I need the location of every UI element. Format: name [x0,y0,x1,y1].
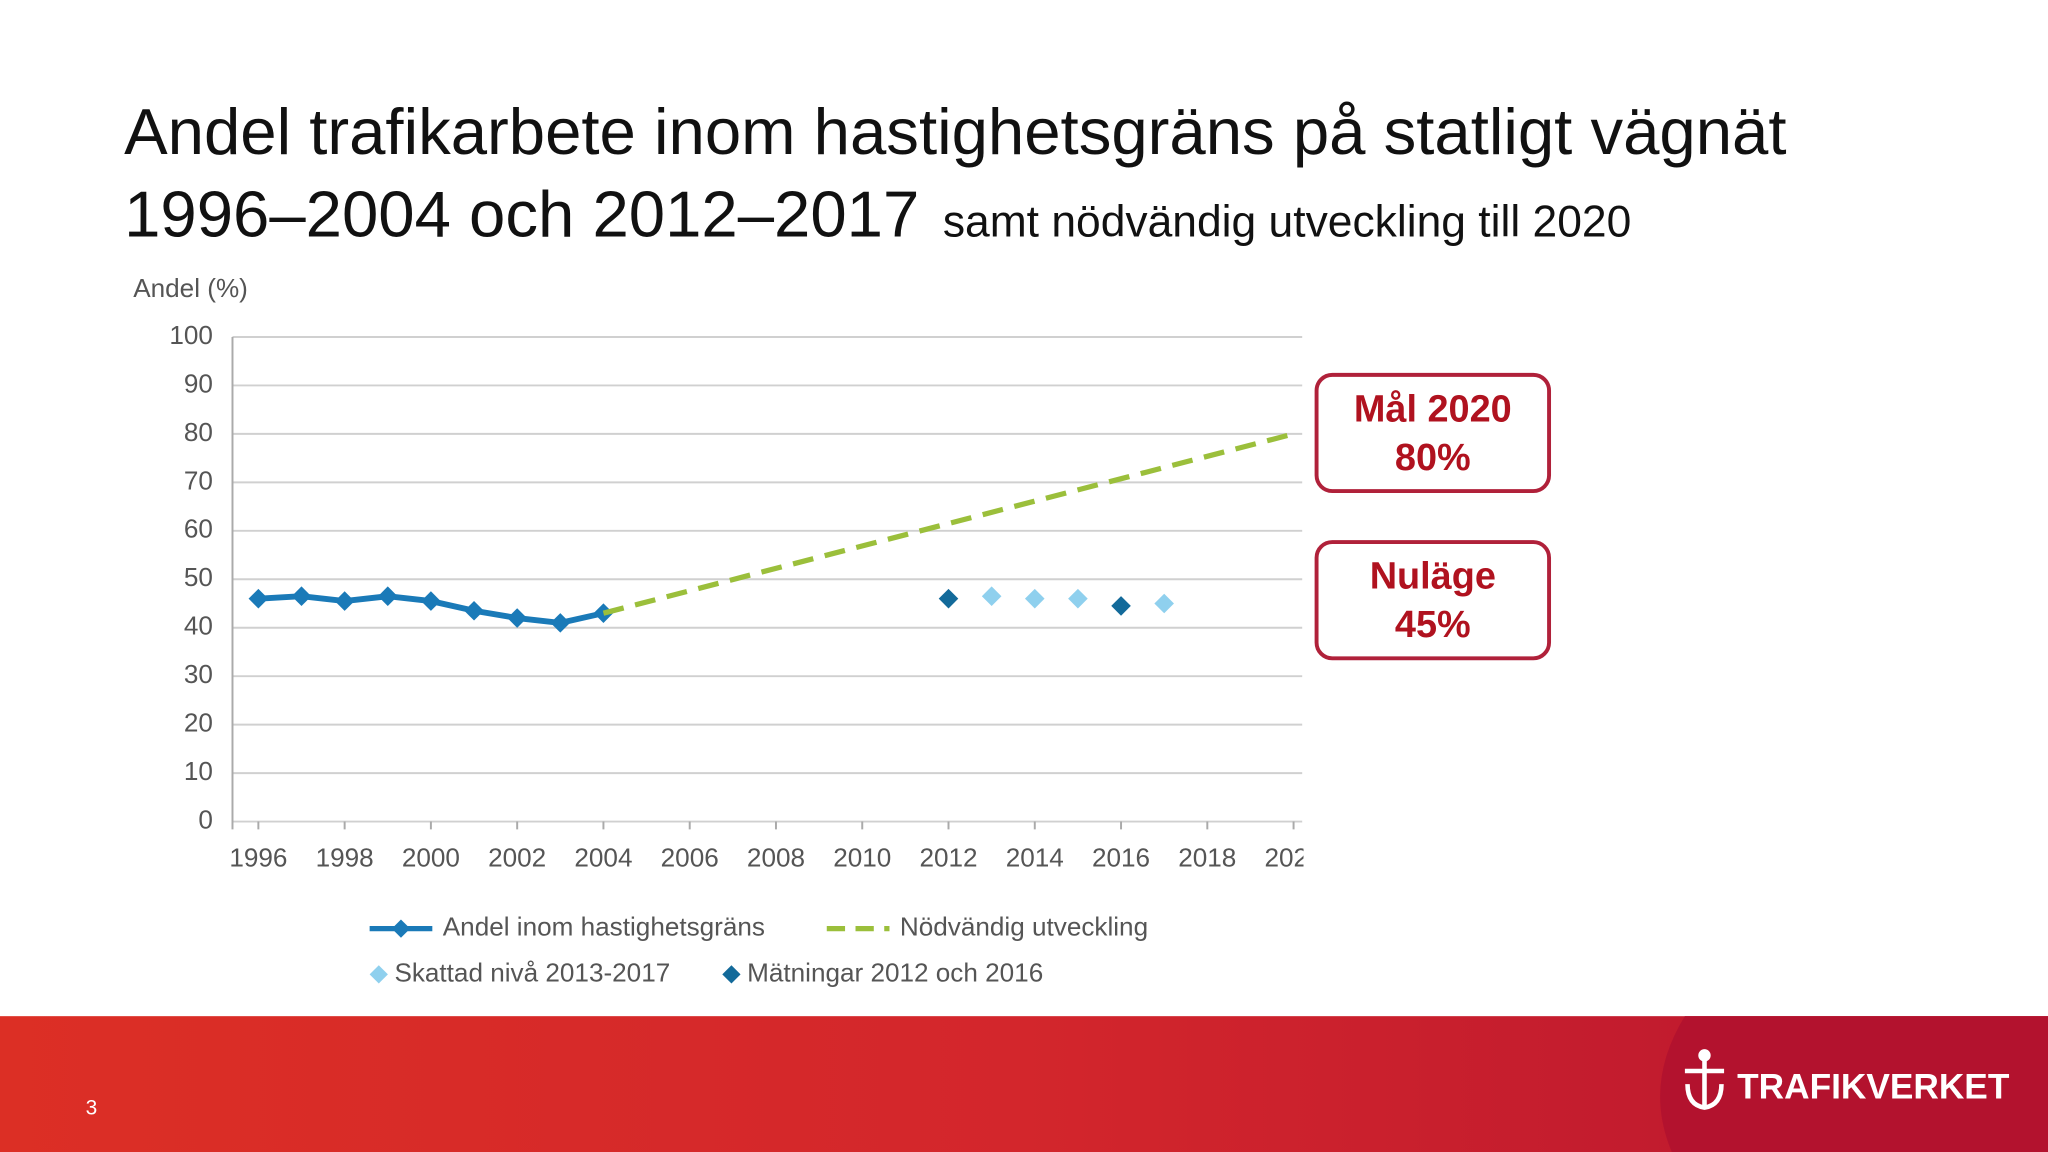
x-tick-label: 2020 [1265,842,1323,872]
y-tick-label: 80 [184,417,213,447]
legend-swatch [391,919,411,938]
callout-text: 45% [1395,604,1471,646]
data-point [377,586,398,607]
y-tick-label: 100 [169,320,213,350]
x-tick-label: 2012 [919,842,977,872]
y-tick-label: 0 [198,804,213,834]
logo-text: TRAFIKVERKET [1737,1068,2010,1107]
data-point [248,588,269,609]
data-point [981,586,1002,607]
x-tick-label: 2018 [1178,842,1236,872]
legend-swatch [722,965,741,984]
x-tick-label: 2004 [574,842,632,872]
legend-label: Andel inom hastighetsgräns [443,912,765,942]
data-point [1024,588,1045,609]
y-tick-label: 50 [184,562,213,592]
legend-label: Skattad nivå 2013-2017 [394,957,670,987]
callout: Mål 2020 80% [1314,372,1552,494]
x-tick-label: 2002 [488,842,546,872]
x-tick-label: 2006 [661,842,719,872]
title-years: 1996–2004 och 2012–2017 [124,177,919,250]
callout-text: 80% [1395,437,1471,479]
data-point [291,586,312,607]
legend-label: Nödvändig utveckling [900,912,1148,942]
y-tick-label: 90 [184,368,213,398]
y-axis-label: Andel (%) [133,273,248,303]
callout: Nuläge 45% [1314,540,1552,661]
callout-text: Nuläge [1370,556,1496,598]
x-tick-label: 2010 [833,842,891,872]
x-tick-label: 2000 [402,842,460,872]
y-tick-label: 10 [184,756,213,786]
y-tick-label: 20 [184,708,213,738]
x-tick-label: 1998 [316,842,374,872]
data-point [1068,588,1088,609]
x-tick-label: 2016 [1092,842,1150,872]
data-point [1154,593,1174,614]
title-line1: Andel trafikarbete inom hastighetsgräns … [124,95,1786,168]
callout-text: Mål 2020 [1354,388,1512,430]
callout-box [1314,540,1552,661]
title-subtitle: samt nödvändig utveckling till 2020 [943,197,1631,246]
callout-box [1314,372,1552,494]
legend-label: Mätningar 2012 och 2016 [747,957,1043,987]
y-tick-label: 60 [184,514,213,544]
footer: 3 TRAFIKVERKET [0,1016,2048,1152]
y-tick-label: 70 [184,465,213,495]
x-ticks: 1996 1998 2000 2002 2004 2006 2008 2010 2012 2014… [229,821,1323,872]
x-tick-label: 2014 [1006,842,1064,872]
x-tick-label: 1996 [229,842,287,872]
data-point [550,613,571,633]
logo-icon [1684,1049,1725,1110]
y-tick-label: 40 [184,611,213,641]
page-number: 3 [86,1096,98,1119]
chart: 0 10 20 30 40 50 60 70 80 90 100 1996 1998 2000 2002 20… [169,320,1323,987]
legend-swatch [369,965,388,984]
data-point [1111,596,1131,616]
data-point [421,591,441,611]
x-tick-label: 2008 [747,842,805,872]
series-line [602,431,1295,616]
title-line2: 1996–2004 och 2012–2017 samt nödvändig ut… [124,177,1631,250]
y-tick-label: 30 [184,659,213,689]
data-point [507,608,527,628]
data-point [464,600,484,621]
data-point [938,588,959,609]
footer-logo-area [1660,1016,2048,1152]
data-point [334,591,355,611]
